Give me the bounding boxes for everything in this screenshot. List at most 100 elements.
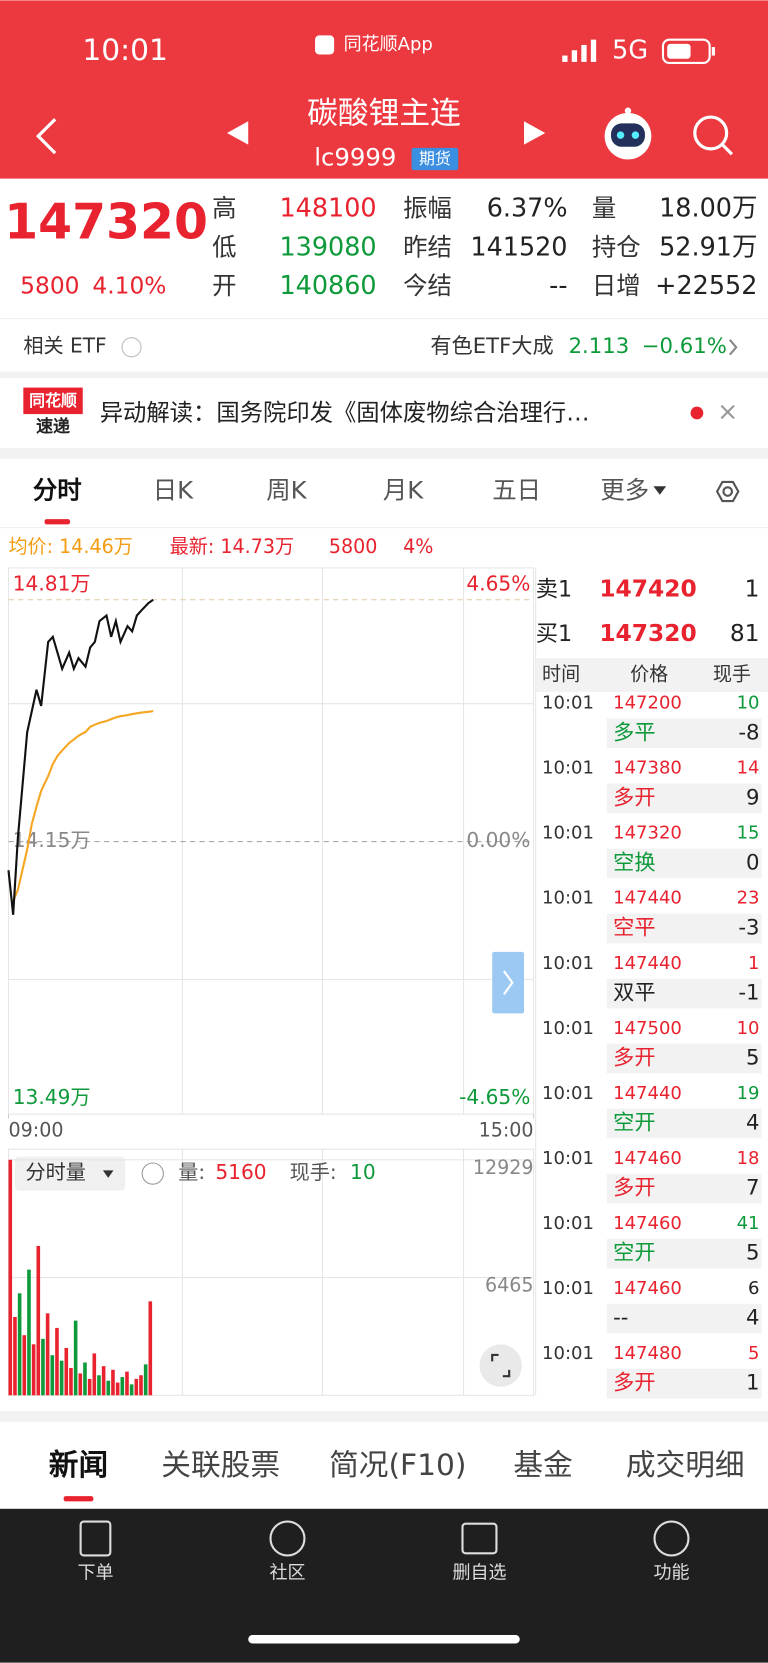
content-tab[interactable]: 成交明细: [626, 1448, 745, 1483]
chart-tab[interactable]: 更多: [600, 476, 649, 505]
trade-qty: 23: [737, 888, 760, 909]
trade-time: 10:01: [542, 1343, 594, 1364]
book-price: 147420: [599, 575, 696, 603]
field-value: 141520: [470, 233, 567, 263]
last-price: 147320: [4, 193, 208, 250]
trade-row-bg: [606, 1303, 762, 1334]
trade-type: 双平: [613, 980, 655, 1005]
trade-change: 4: [746, 1111, 760, 1136]
trade-change: 5: [746, 1046, 760, 1071]
content-tab[interactable]: 关联股票: [161, 1448, 280, 1483]
volume-bar: [36, 1245, 41, 1396]
separator: [0, 448, 768, 459]
chart-tab[interactable]: 月K: [383, 476, 424, 505]
nav-icons: [79, 1520, 690, 1557]
volume-bar: [78, 1373, 83, 1396]
expand-button[interactable]: [479, 1344, 522, 1387]
settings-dot: [722, 486, 733, 497]
trade-time: 10:01: [542, 1018, 594, 1039]
prev-button[interactable]: [227, 121, 249, 145]
back-button[interactable]: [35, 118, 57, 155]
trade-price: 147480: [613, 1343, 682, 1364]
trade-row-bg: [606, 978, 762, 1009]
trade-price: 147460: [613, 1148, 682, 1169]
etf-price: 2.113: [569, 334, 630, 359]
trade-time: 10:01: [542, 888, 594, 909]
close-button[interactable]: [720, 404, 735, 420]
nav-item[interactable]: 下单: [77, 1563, 113, 1584]
volume-bar: [64, 1347, 69, 1396]
volume-bar: [45, 1313, 50, 1396]
x-tick-label: 09:00: [8, 1119, 63, 1142]
volume-bar: [106, 1380, 111, 1396]
average-line: [12, 710, 154, 902]
chart-tab[interactable]: 五日: [492, 476, 541, 505]
chart-tab[interactable]: 分时: [33, 476, 82, 505]
field-label: 量: [592, 193, 616, 222]
trade-row-bg: [606, 913, 762, 944]
volume-selector[interactable]: [14, 1156, 126, 1191]
battery-icon: [661, 38, 715, 65]
help-icon[interactable]: [121, 337, 142, 358]
column-header: 价格: [630, 663, 668, 686]
nav-item[interactable]: 功能: [653, 1563, 689, 1584]
trade-change: -8: [738, 720, 759, 745]
nav-item[interactable]: 删自选: [452, 1563, 506, 1584]
field-label: 昨结: [403, 233, 452, 262]
field-value: 148100: [279, 193, 376, 223]
trade-change: 5: [746, 1241, 760, 1266]
trade-time: 10:01: [542, 823, 594, 844]
trade-change: 9: [746, 785, 760, 810]
hand-label: 现手:: [290, 1160, 337, 1184]
signal-icon: [562, 39, 597, 62]
robot-button[interactable]: [604, 107, 652, 160]
nav-item[interactable]: 社区: [269, 1563, 305, 1584]
volume-bar: [22, 1335, 27, 1396]
trade-time: 10:01: [542, 693, 594, 714]
book-label: 卖1: [536, 577, 572, 603]
trade-change: 1: [746, 1371, 760, 1396]
field-label: 今结: [403, 271, 452, 300]
volume-amount: 5160: [215, 1160, 266, 1184]
trade-time: 10:01: [542, 1083, 594, 1104]
etf-name[interactable]: 有色ETF大成: [430, 334, 553, 359]
page-title: 碳酸锂主连: [307, 95, 461, 131]
trade-type: 多开: [613, 785, 655, 810]
field-label: 日增: [592, 271, 641, 300]
news-headline[interactable]: 异动解读：国务院印发《固体废物综合治理行…: [100, 399, 590, 427]
settings-button[interactable]: [715, 480, 740, 503]
content-tab[interactable]: 新闻: [49, 1448, 108, 1483]
field-label: 高: [212, 193, 236, 222]
volume-bar: [55, 1327, 59, 1396]
chart-tab[interactable]: 周K: [266, 476, 307, 505]
field-value: 140860: [279, 271, 376, 301]
etf-arrow[interactable]: [729, 339, 738, 356]
field-label: 低: [212, 233, 236, 262]
content-tab[interactable]: 简况(F10): [329, 1448, 466, 1483]
field-value: --: [549, 271, 567, 301]
volume-bar: [69, 1367, 73, 1396]
field-value: 6.37%: [487, 193, 568, 223]
app-icon: [315, 35, 335, 55]
trade-type: 空开: [613, 1241, 655, 1266]
trade-type: 空开: [613, 1111, 655, 1136]
next-button[interactable]: [524, 121, 546, 145]
content-tab[interactable]: 基金: [513, 1448, 572, 1483]
search-button[interactable]: [693, 115, 734, 156]
badge: 期货: [419, 149, 451, 168]
badge-bg: [411, 147, 459, 171]
volume-bar: [83, 1362, 87, 1396]
logo-bottom: 速递: [36, 416, 70, 437]
trade-row-bg: [606, 1173, 762, 1204]
trade-row-bg: [606, 718, 762, 749]
chart-tab[interactable]: 日K: [153, 476, 194, 505]
trade-type: 多开: [613, 1046, 655, 1071]
volume-bar: [41, 1338, 45, 1396]
side-tab[interactable]: [492, 951, 525, 1014]
volume-caret: [102, 1170, 114, 1178]
expand-icon: [491, 1353, 511, 1378]
field-value: 52.91万: [659, 233, 757, 263]
y-tick-label: 14.15万: [13, 828, 91, 852]
field-value: 18.00万: [659, 193, 757, 223]
help-icon[interactable]: [141, 1162, 164, 1185]
